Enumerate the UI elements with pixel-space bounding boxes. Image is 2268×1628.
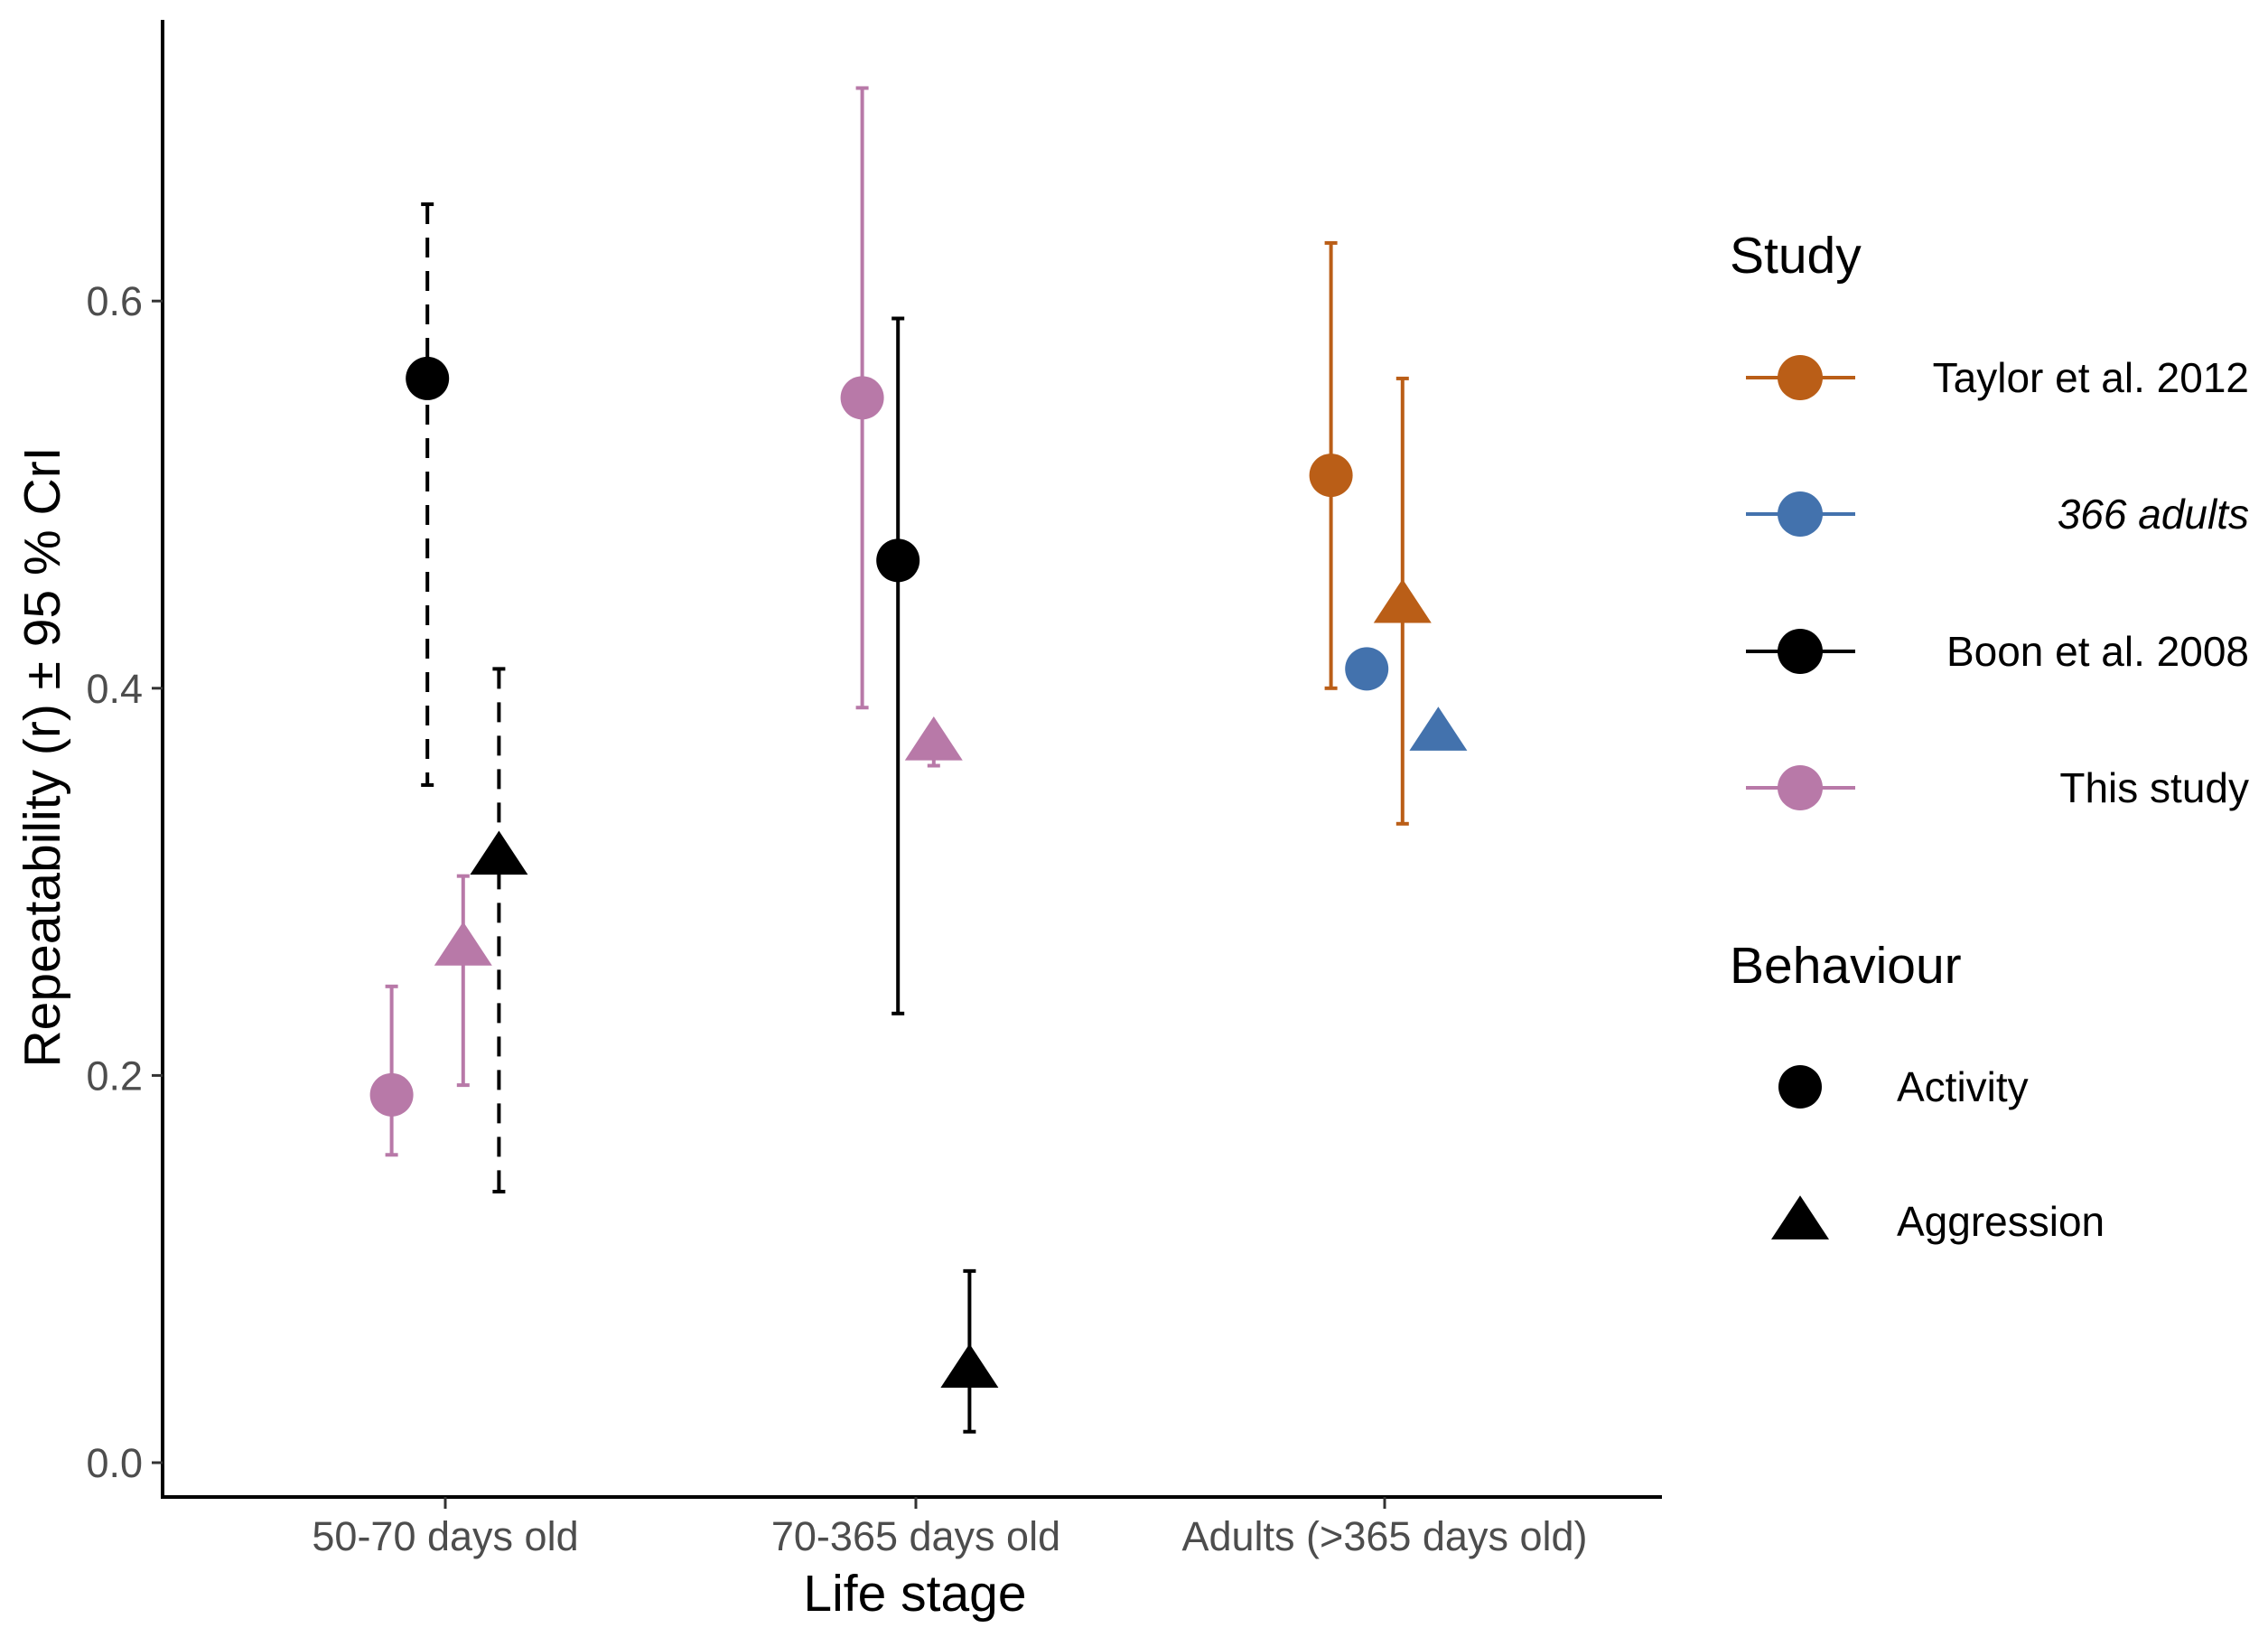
legend-item-study: This study	[1746, 764, 2249, 811]
data-point-activity	[406, 356, 450, 400]
legend-key-circle	[1778, 765, 1823, 810]
error-bar	[385, 984, 398, 1157]
legend-label: 366 adults	[2058, 491, 2249, 538]
x-tick-label: Adults (>365 days old)	[1181, 1513, 1587, 1559]
data-point-activity	[876, 538, 920, 583]
legend: Study Taylor et al. 2012 366 adults Boon e…	[1730, 227, 2249, 1245]
error-bars	[385, 86, 1409, 1434]
y-axis-title: Repeatability (r) ± 95 % CrI	[14, 446, 71, 1067]
legend-item-study: Taylor et al. 2012	[1746, 354, 2249, 401]
legend-item-behaviour: Aggression	[1771, 1195, 2105, 1245]
error-bar	[492, 667, 506, 1193]
y-ticks: 0.0 0.2 0.4 0.6	[86, 278, 163, 1486]
data-point-aggression	[1373, 578, 1432, 623]
y-tick-label: 0.4	[86, 666, 143, 712]
legend-key-circle	[1778, 1065, 1822, 1109]
legend-behaviour-title: Behaviour	[1730, 937, 1962, 995]
legend-key-circle	[1778, 491, 1823, 537]
x-ticks: 50-70 days old 70-365 days old Adults (>36…	[312, 1497, 1588, 1559]
error-bar	[421, 202, 434, 787]
data-points	[369, 356, 1468, 1388]
legend-study-items: Taylor et al. 2012 366 adults Boon et al. …	[1746, 354, 2249, 811]
x-axis-title: Life stage	[803, 1565, 1026, 1623]
error-bar	[456, 874, 470, 1088]
data-point-aggression	[904, 716, 963, 761]
data-point-aggression	[940, 1343, 999, 1388]
legend-label: This study	[2059, 764, 2249, 811]
legend-key-triangle	[1771, 1195, 1829, 1240]
legend-item-study: Boon et al. 2008	[1746, 628, 2249, 675]
x-tick-label: 70-365 days old	[771, 1513, 1060, 1559]
data-point-aggression	[1409, 706, 1468, 751]
legend-label: Activity	[1897, 1063, 2029, 1110]
y-tick-label: 0.0	[86, 1440, 143, 1486]
error-bar	[891, 316, 905, 1015]
data-point-activity	[1345, 647, 1389, 691]
data-point-activity	[369, 1072, 414, 1117]
legend-study-title: Study	[1730, 227, 1862, 285]
legend-label: Taylor et al. 2012	[1933, 354, 2249, 401]
y-tick-label: 0.6	[86, 278, 143, 324]
data-point-aggression	[470, 830, 528, 875]
x-tick-label: 50-70 days old	[312, 1513, 578, 1559]
y-tick-label: 0.2	[86, 1053, 143, 1099]
data-point-activity	[1309, 454, 1353, 498]
legend-behaviour-items: Activity Aggression	[1771, 1063, 2105, 1245]
legend-key-circle	[1778, 355, 1823, 400]
data-point-aggression	[434, 922, 492, 966]
legend-label: Boon et al. 2008	[1946, 628, 2249, 675]
legend-item-study: 366 adults	[1746, 491, 2249, 538]
data-point-activity	[840, 376, 884, 420]
legend-label: Aggression	[1897, 1198, 2105, 1245]
legend-key-circle	[1778, 629, 1823, 674]
axes	[161, 20, 1662, 1499]
legend-item-behaviour: Activity	[1778, 1063, 2029, 1110]
